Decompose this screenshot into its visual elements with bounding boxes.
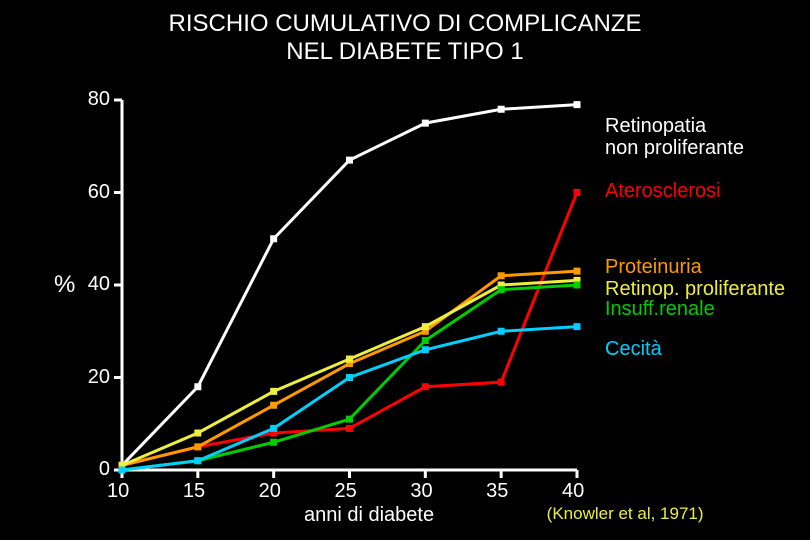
series-marker bbox=[574, 323, 581, 330]
series-marker bbox=[498, 286, 505, 293]
citation-text: (Knowler et al, 1971) bbox=[547, 504, 704, 524]
series-marker bbox=[346, 416, 353, 423]
series-marker bbox=[270, 235, 277, 242]
x-tick-label: 10 bbox=[107, 480, 129, 503]
series-marker bbox=[270, 425, 277, 432]
series-marker bbox=[194, 430, 201, 437]
y-tick-label: 40 bbox=[88, 273, 110, 296]
series-marker bbox=[498, 328, 505, 335]
series-marker bbox=[422, 323, 429, 330]
series-marker bbox=[194, 457, 201, 464]
series-marker bbox=[574, 282, 581, 289]
y-tick-label: 60 bbox=[88, 181, 110, 204]
x-tick-label: 35 bbox=[486, 480, 508, 503]
legend-label: Retinopatianon proliferante bbox=[605, 115, 744, 159]
series-line bbox=[122, 193, 577, 466]
series-marker bbox=[270, 402, 277, 409]
series-line bbox=[122, 280, 577, 465]
x-tick-label: 15 bbox=[183, 480, 205, 503]
x-tick-label: 20 bbox=[259, 480, 281, 503]
x-tick-label: 40 bbox=[562, 480, 584, 503]
series-marker bbox=[346, 425, 353, 432]
x-tick-label: 30 bbox=[410, 480, 432, 503]
legend-label: Insuff.renale bbox=[605, 298, 715, 320]
series-marker bbox=[422, 120, 429, 127]
legend-label: Cecità bbox=[605, 338, 662, 360]
y-tick-label: 80 bbox=[88, 88, 110, 111]
series-marker bbox=[270, 439, 277, 446]
x-tick-label: 25 bbox=[335, 480, 357, 503]
legend-label: Aterosclerosi bbox=[605, 180, 721, 202]
legend-label: Retinop. proliferante bbox=[605, 278, 785, 300]
series-marker bbox=[194, 443, 201, 450]
series-marker bbox=[498, 106, 505, 113]
series-marker bbox=[422, 346, 429, 353]
series-marker bbox=[346, 157, 353, 164]
series-marker bbox=[346, 374, 353, 381]
series-marker bbox=[498, 379, 505, 386]
series-marker bbox=[422, 337, 429, 344]
series-marker bbox=[194, 383, 201, 390]
series-marker bbox=[574, 189, 581, 196]
series-marker bbox=[574, 101, 581, 108]
series-marker bbox=[498, 272, 505, 279]
series-marker bbox=[574, 268, 581, 275]
series-marker bbox=[422, 383, 429, 390]
y-tick-label: 20 bbox=[88, 366, 110, 389]
y-tick-label: 0 bbox=[99, 458, 110, 481]
y-axis-label: % bbox=[54, 271, 75, 299]
series-marker bbox=[270, 388, 277, 395]
series-marker bbox=[346, 356, 353, 363]
series-marker bbox=[119, 467, 126, 474]
legend-label: Proteinuria bbox=[605, 256, 702, 278]
x-axis-label: anni di diabete bbox=[304, 504, 434, 527]
